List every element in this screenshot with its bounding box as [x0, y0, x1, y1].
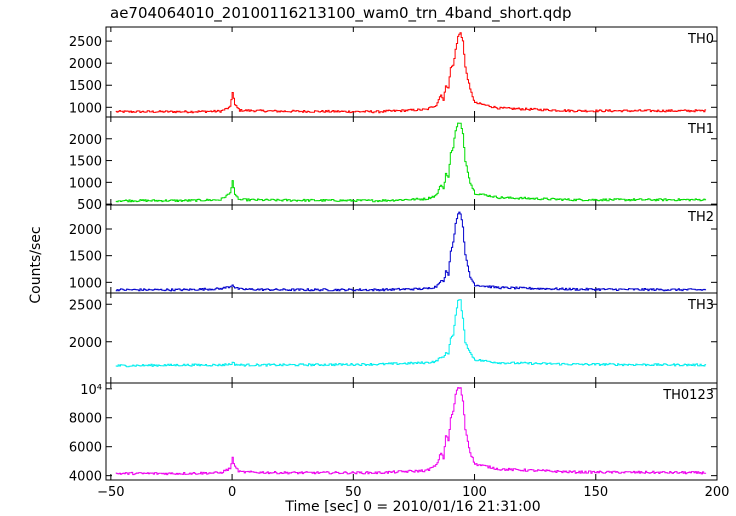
panel-th1: 500 1000 1500 2000 TH1: [69, 116, 718, 213]
panel-frame: [105, 292, 718, 384]
panel-th0123: 4000 6000 8000 10⁴ TH0123: [69, 382, 718, 485]
panel-th3: 2000 2500 TH3: [69, 292, 718, 384]
y-tick-label: 2000: [69, 336, 102, 351]
y-tick-label: 10⁴: [80, 383, 102, 398]
series-line-th0: [115, 32, 707, 114]
panel-label-th2: TH2: [687, 210, 714, 225]
x-tick-label: 200: [705, 485, 730, 500]
panel-frame: [105, 204, 718, 294]
panel-label-th0: TH0: [687, 32, 714, 47]
y-tick-label: 2000: [69, 223, 102, 238]
chart-title: ae704064010_20100116213100_wam0_trn_4ban…: [110, 4, 572, 23]
y-tick-label: 1000: [69, 176, 102, 191]
y-tick-label: 2500: [69, 35, 102, 50]
y-tick-label: 2000: [69, 133, 102, 148]
series-line-th2: [115, 211, 707, 292]
y-tick-label: 1500: [69, 250, 102, 265]
panel-th2: 1000 1500 2000 TH2: [69, 204, 718, 294]
x-tick-label: 100: [462, 485, 487, 500]
y-tick-label: 1000: [69, 276, 102, 291]
y-tick-label: 500: [77, 198, 102, 213]
panel-frame: [105, 382, 718, 481]
y-tick-label: 1500: [69, 79, 102, 94]
panel-label-th1: TH1: [687, 122, 714, 137]
panel-label-th3: TH3: [687, 298, 714, 313]
y-tick-label: 2500: [69, 298, 102, 313]
panels-group: 1000 1500 2000 2500 TH0 500 1000 1500 2000 TH1 100…: [69, 26, 718, 485]
x-tick-label: 0: [228, 485, 236, 500]
panel-frame: [105, 26, 718, 118]
y-tick-label: 1000: [69, 101, 102, 116]
y-tick-label: 1500: [69, 155, 102, 170]
y-tick-label: 2000: [69, 57, 102, 72]
series-line-th1: [115, 122, 707, 203]
x-axis: −50 0 50 100 150 200: [97, 485, 729, 500]
x-tick-label: −50: [97, 485, 124, 500]
series-line-th0123: [115, 387, 707, 476]
y-tick-label: 4000: [69, 470, 102, 485]
panel-th0: 1000 1500 2000 2500 TH0: [69, 26, 718, 118]
y-tick-label: 8000: [69, 412, 102, 427]
series-line-th3: [115, 299, 707, 368]
x-tick-label: 50: [345, 485, 362, 500]
panel-label-th0123: TH0123: [662, 388, 714, 403]
x-tick-label: 150: [583, 485, 608, 500]
y-axis-label: Counts/sec: [28, 226, 44, 303]
panel-frame: [105, 116, 718, 206]
y-tick-label: 6000: [69, 441, 102, 456]
x-axis-label: Time [sec] 0 = 2010/01/16 21:31:00: [284, 499, 540, 515]
